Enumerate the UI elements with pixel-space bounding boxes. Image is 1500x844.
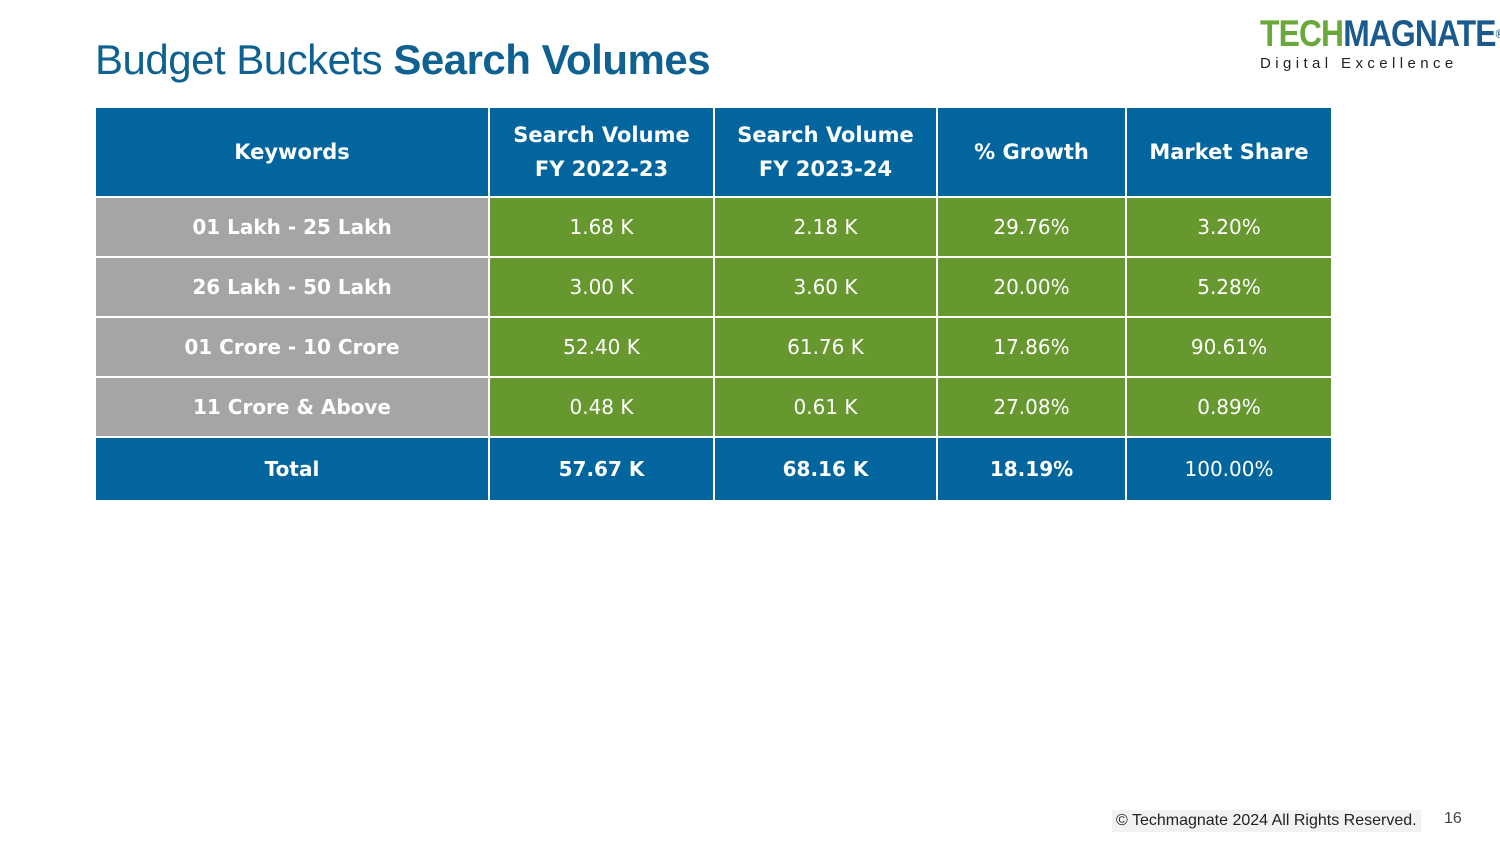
- table-cell: 52.40 K: [488, 316, 715, 378]
- row-label: 11 Crore & Above: [94, 376, 490, 438]
- header-cell: Keywords: [94, 106, 490, 198]
- logo: TECHMAGNATE® Digital Excellence: [1260, 13, 1500, 73]
- header-line: Market Share: [1149, 140, 1309, 164]
- header-line: % Growth: [974, 140, 1089, 164]
- header-line: Search Volume: [513, 123, 690, 147]
- total-row: Total 57.67 K 68.16 K 18.19% 100.00%: [94, 436, 1333, 502]
- page-number: 16: [1444, 810, 1462, 827]
- table-cell: 61.76 K: [713, 316, 938, 378]
- header-line: Search Volume: [737, 123, 914, 147]
- table-cell: 3.00 K: [488, 256, 715, 318]
- logo-mark: ®: [1496, 27, 1500, 41]
- header-cell: % Growth: [936, 106, 1127, 198]
- title-bold: Search Volumes: [393, 36, 711, 83]
- table-cell: 2.18 K: [713, 196, 938, 258]
- table-cell: 17.86%: [936, 316, 1127, 378]
- table-cell: 3.20%: [1125, 196, 1333, 258]
- table-row: 01 Crore - 10 Crore 52.40 K 61.76 K 17.86% 9…: [94, 316, 1333, 378]
- total-cell: 18.19%: [936, 436, 1127, 502]
- table-cell: 5.28%: [1125, 256, 1333, 318]
- table-cell: 20.00%: [936, 256, 1127, 318]
- table-cell: 0.61 K: [713, 376, 938, 438]
- table-row: 11 Crore & Above 0.48 K 0.61 K 27.08% 0.89%: [94, 376, 1333, 438]
- table-cell: 3.60 K: [713, 256, 938, 318]
- row-label: 01 Crore - 10 Crore: [94, 316, 490, 378]
- row-label: 26 Lakh - 50 Lakh: [94, 256, 490, 318]
- title-regular: Budget Buckets: [95, 36, 383, 83]
- data-table: Keywords Search Volume FY 2022-23 Search Vo…: [94, 106, 1333, 502]
- slide-title: Budget Buckets Search Volumes: [95, 36, 711, 84]
- header-line: Keywords: [234, 140, 350, 164]
- table-cell: 29.76%: [936, 196, 1127, 258]
- table-cell: 1.68 K: [488, 196, 715, 258]
- table-cell: 27.08%: [936, 376, 1127, 438]
- total-cell: 57.67 K: [488, 436, 715, 502]
- header-row: Keywords Search Volume FY 2022-23 Search Vo…: [94, 106, 1333, 198]
- header-cell: Search Volume FY 2023-24: [713, 106, 938, 198]
- table-row: 26 Lakh - 50 Lakh 3.00 K 3.60 K 20.00% 5.28%: [94, 256, 1333, 318]
- header-line: FY 2023-24: [758, 157, 893, 181]
- logo-magnate: MAGNATE: [1343, 13, 1496, 54]
- total-label: Total: [94, 436, 490, 502]
- header-cell: Search Volume FY 2022-23: [488, 106, 715, 198]
- row-label: 01 Lakh - 25 Lakh: [94, 196, 490, 258]
- logo-brand: TECHMAGNATE®: [1260, 13, 1500, 54]
- table-cell: 0.89%: [1125, 376, 1333, 438]
- table-cell: 0.48 K: [488, 376, 715, 438]
- table-row: 01 Lakh - 25 Lakh 1.68 K 2.18 K 29.76% 3.20%: [94, 196, 1333, 258]
- copyright: © Techmagnate 2024 All Rights Reserved.: [1112, 810, 1421, 832]
- header-cell: Market Share: [1125, 106, 1333, 198]
- header-line: FY 2022-23: [534, 157, 669, 181]
- logo-tagline: Digital Excellence: [1260, 55, 1458, 72]
- logo-tech: TECH: [1260, 13, 1344, 54]
- total-cell: 68.16 K: [713, 436, 938, 502]
- total-cell: 100.00%: [1125, 436, 1333, 502]
- table-cell: 90.61%: [1125, 316, 1333, 378]
